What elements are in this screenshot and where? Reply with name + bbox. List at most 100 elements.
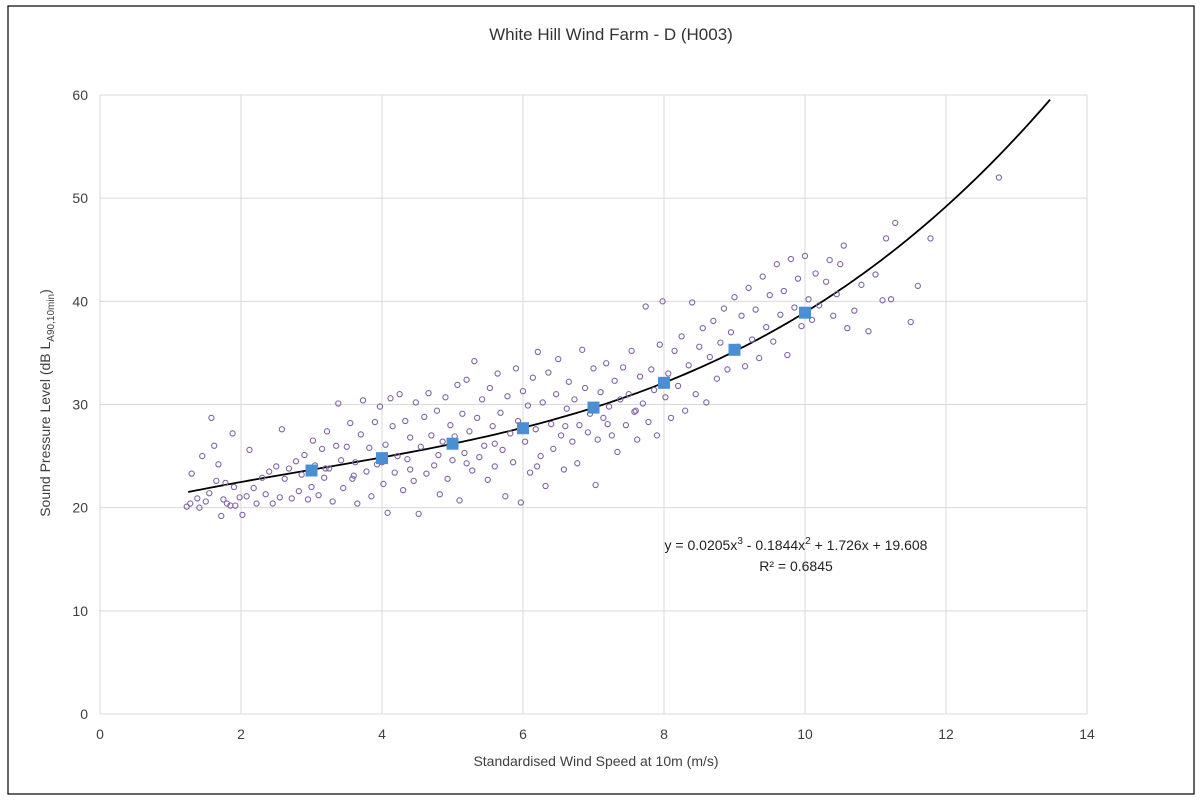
scatter-point <box>872 271 879 278</box>
scatter-point <box>879 297 886 304</box>
scatter-point <box>682 407 689 414</box>
scatter-point <box>229 430 236 437</box>
scatter-point <box>471 358 478 365</box>
r-squared-label: R² = 0.6845 <box>759 558 833 574</box>
scatter-point <box>402 417 409 425</box>
scatter-point <box>318 445 326 453</box>
scatter-point <box>563 405 570 412</box>
scatter-point <box>592 481 599 489</box>
scatter-point <box>780 287 787 295</box>
scatter-point <box>325 465 333 472</box>
scatter-point <box>648 366 655 373</box>
x-tick-label: 0 <box>96 726 104 742</box>
scatter-point <box>887 296 895 303</box>
scatter-point <box>220 496 227 503</box>
scatter-point <box>907 318 914 326</box>
scatter-point <box>454 381 461 389</box>
trendline-equation: y = 0.0205x3 - 0.1844x2 + 1.726x + 19.60… <box>665 536 928 553</box>
trendline-layer <box>187 99 1051 493</box>
bin-mean-marker <box>517 422 529 435</box>
scatter-point <box>642 303 649 310</box>
scatter-point <box>622 421 630 429</box>
scatter-point <box>512 365 520 372</box>
scatter-point <box>469 467 476 474</box>
scatter-point <box>239 511 246 519</box>
scatter-point <box>463 376 470 383</box>
scatter-point <box>784 351 791 359</box>
scatter-point <box>791 304 798 311</box>
scatter-point <box>246 446 253 454</box>
scatter-point <box>376 403 384 410</box>
scatter-point <box>281 475 288 482</box>
scatter-point <box>763 323 770 331</box>
scatter-point <box>491 463 498 470</box>
scatter-point <box>387 395 394 402</box>
scatter-point <box>550 445 557 453</box>
scatter-point <box>656 341 663 348</box>
scatter-point <box>914 282 921 290</box>
scatter-point <box>517 499 525 506</box>
scatter-point <box>833 290 840 298</box>
scatter-point <box>333 442 340 449</box>
scatter-point <box>756 354 763 362</box>
scatter-point <box>321 474 328 481</box>
x-tick-label: 12 <box>938 726 954 742</box>
scatter-point <box>830 312 837 319</box>
scatter-point <box>507 430 514 437</box>
scatter-point <box>777 311 784 318</box>
bin-mean-marker <box>587 401 600 414</box>
scatter-point <box>335 400 342 407</box>
scatter-point <box>211 442 218 449</box>
tick-labels: 0 2 4 6 8 10 12 14 0 10 20 30 40 50 60 <box>72 87 1095 742</box>
bin-mean-marker <box>799 306 811 319</box>
scatter-point <box>808 316 816 324</box>
scatter-point <box>382 441 389 448</box>
scatter-point <box>995 174 1003 181</box>
scatter-point <box>562 423 569 430</box>
scatter-point <box>354 500 361 507</box>
scatter-point <box>435 451 442 459</box>
scatter-point <box>494 370 501 377</box>
scatter-point <box>738 312 745 319</box>
scatter-point <box>667 414 675 422</box>
scatter-point <box>645 418 652 426</box>
scatter-point <box>253 500 260 507</box>
scatter-point <box>692 391 699 398</box>
scatter-point <box>710 317 717 325</box>
scatter-point <box>266 468 273 475</box>
scatter-point <box>659 298 666 305</box>
y-axis-title-subscript: A90,10min <box>46 294 57 342</box>
scatter-point <box>449 457 456 464</box>
scatter-point <box>529 374 537 381</box>
scatter-point <box>417 443 424 450</box>
scatter-point <box>720 305 728 312</box>
scatter-point <box>608 432 615 439</box>
scatter-point <box>276 494 283 501</box>
x-tick-label: 2 <box>237 726 245 742</box>
scatter-point <box>433 407 441 414</box>
scatter-point <box>194 495 201 502</box>
scatter-point <box>363 468 370 475</box>
scatter-point <box>699 325 706 332</box>
scatter-point <box>258 474 266 481</box>
scatter-point <box>851 307 858 314</box>
scatter-point <box>671 347 678 355</box>
scatter-point <box>476 453 483 461</box>
scatter-point <box>187 500 194 507</box>
scatter-point <box>236 494 243 501</box>
scatter-point <box>689 299 696 306</box>
scatter-point <box>594 436 601 443</box>
scatter-point <box>812 270 819 277</box>
scatter-point <box>371 418 379 426</box>
scatter-point <box>634 436 641 443</box>
scatter-point <box>415 510 422 518</box>
scatter-point <box>436 491 443 498</box>
scatter-point <box>545 369 552 376</box>
scatter-point <box>309 437 317 444</box>
scatter-point <box>571 396 578 403</box>
scatter-point <box>552 391 560 398</box>
chart-frame <box>7 5 1195 795</box>
scatter-point <box>206 490 213 497</box>
scatter-point <box>840 242 847 249</box>
